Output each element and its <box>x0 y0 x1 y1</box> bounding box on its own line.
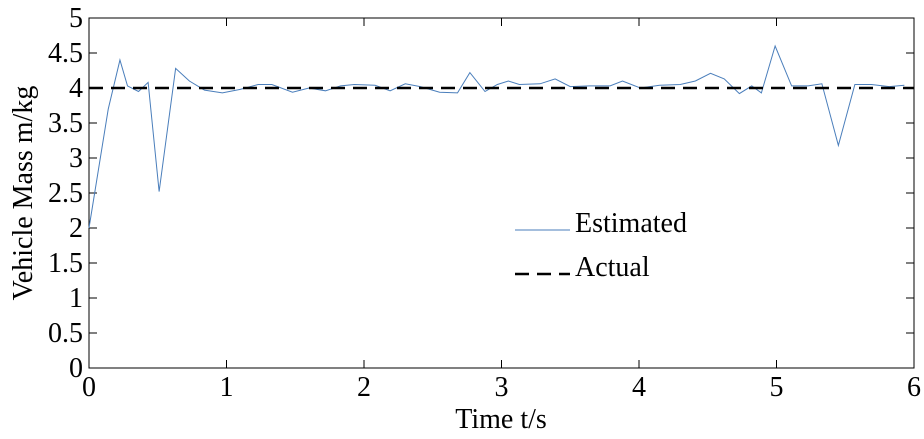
y-tick-label: 3 <box>69 143 83 174</box>
x-tick-label: 1 <box>220 372 234 403</box>
y-tick-label: 4 <box>69 73 83 104</box>
x-tick-label: 5 <box>770 372 784 403</box>
x-tick-label: 4 <box>632 372 646 403</box>
y-tick-label: 2.5 <box>48 178 83 209</box>
y-tick-label: 5 <box>69 3 83 34</box>
y-tick-label: 0.5 <box>48 318 83 349</box>
y-tick-label: 1.5 <box>48 248 83 279</box>
legend-label: Actual <box>575 252 650 283</box>
y-tick-label: 2 <box>69 213 83 244</box>
y-tick-label: 3.5 <box>48 108 83 139</box>
y-tick-label: 0 <box>69 353 83 384</box>
y-tick-label: 1 <box>69 283 83 314</box>
legend-label: Estimated <box>575 208 687 239</box>
x-tick-label: 0 <box>82 372 96 403</box>
x-axis-label: Time t/s <box>455 404 547 435</box>
series-line <box>88 44 905 229</box>
x-tick-label: 2 <box>357 372 371 403</box>
x-tick-label: 3 <box>495 372 509 403</box>
y-tick-label: 4.5 <box>48 38 83 69</box>
y-axis-label: Vehicle Mass m/kg <box>8 86 39 301</box>
x-tick-label: 6 <box>907 372 921 403</box>
plot-frame <box>88 17 915 369</box>
